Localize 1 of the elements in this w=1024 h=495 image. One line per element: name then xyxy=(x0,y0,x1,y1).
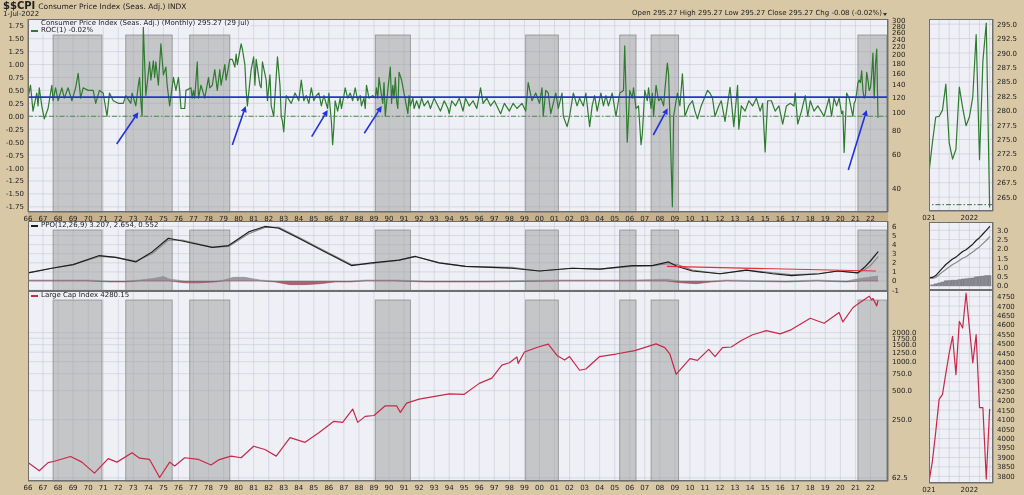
chart-title: $$CPI xyxy=(3,0,36,11)
